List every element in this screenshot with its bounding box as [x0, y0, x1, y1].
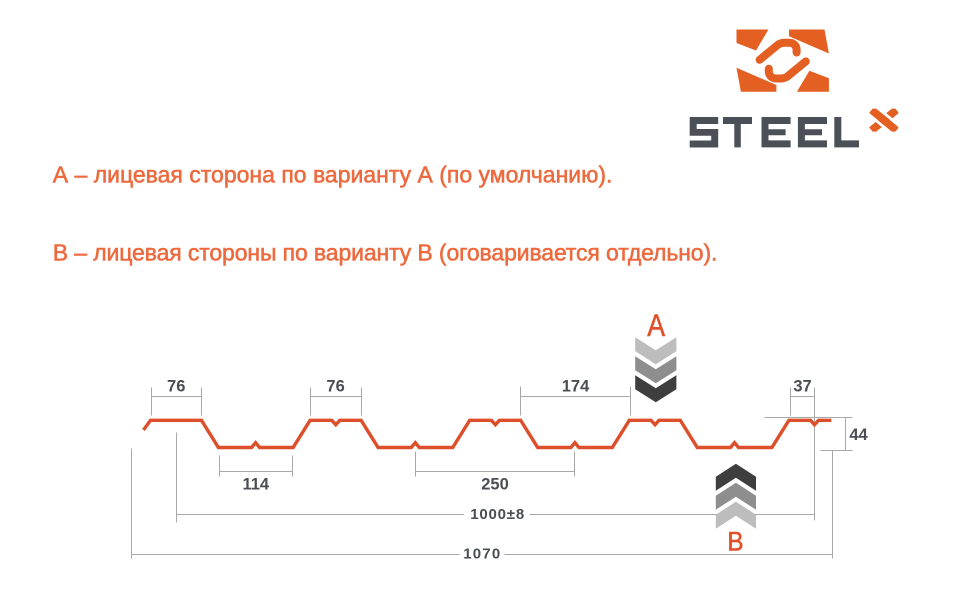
- svg-text:174: 174: [562, 377, 590, 395]
- svg-text:1070: 1070: [463, 545, 501, 562]
- svg-text:76: 76: [167, 378, 185, 396]
- svg-text:114: 114: [242, 476, 269, 494]
- svg-text:44: 44: [849, 426, 868, 444]
- svg-text:В: В: [727, 527, 743, 556]
- svg-text:В – лицевая стороны по вариант: В – лицевая стороны по варианту В (огова…: [53, 240, 717, 266]
- svg-text:37: 37: [793, 378, 811, 396]
- svg-text:250: 250: [481, 476, 509, 494]
- svg-text:76: 76: [326, 378, 344, 396]
- svg-text:А – лицевая сторона по вариант: А – лицевая сторона по варианту А (по ум…: [53, 162, 613, 188]
- svg-text:А: А: [647, 309, 665, 343]
- svg-text:1000±8: 1000±8: [470, 506, 525, 523]
